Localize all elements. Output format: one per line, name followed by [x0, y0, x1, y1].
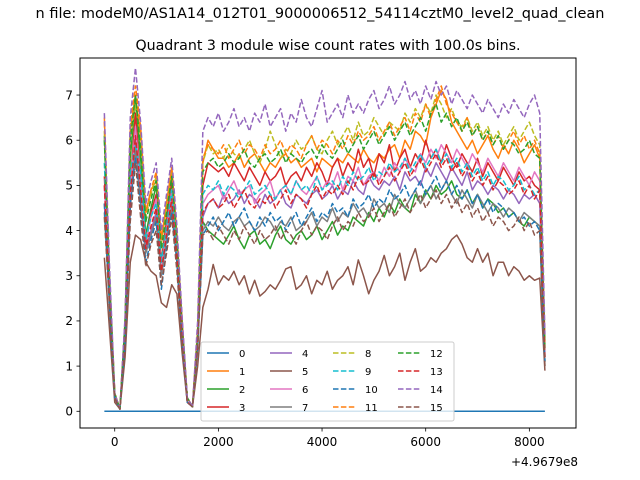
legend-entry-7: 7	[270, 403, 308, 414]
series-line-8	[103, 94, 546, 410]
x-tick-label: 0	[111, 435, 119, 449]
legend-label: 9	[365, 367, 371, 378]
y-tick-label: 0	[65, 405, 73, 419]
series-line-14	[103, 67, 546, 410]
legend-label: 2	[239, 385, 245, 396]
legend-entry-12: 12	[398, 349, 443, 360]
plot-area	[79, 57, 577, 429]
chart-title: Quadrant 3 module wise count rates with …	[135, 38, 520, 54]
legend-label: 13	[430, 367, 443, 378]
legend-entry-11: 11	[333, 403, 378, 414]
series-line-13	[103, 134, 546, 410]
y-tick-label: 4	[65, 224, 73, 238]
legend-entry-10: 10	[333, 385, 378, 396]
y-tick-label: 2	[65, 314, 73, 328]
legend-entry-8: 8	[333, 349, 371, 360]
y-tick-label: 7	[65, 88, 73, 102]
legend-label: 11	[365, 403, 378, 414]
legend-entry-2: 2	[207, 385, 245, 396]
legend-label: 7	[302, 403, 308, 414]
legend-entry-6: 6	[270, 385, 308, 396]
x-tick-label: 4000	[307, 435, 338, 449]
legend-entry-13: 13	[398, 367, 443, 378]
figure-suptitle: n file: modeM0/AS1A14_012T01_9000006512_…	[36, 6, 605, 22]
y-tick-label: 6	[65, 134, 73, 148]
series-line-10	[103, 157, 546, 410]
legend-label: 10	[365, 385, 378, 396]
legend-entry-9: 9	[333, 367, 371, 378]
legend-label: 12	[430, 349, 443, 360]
legend-entry-4: 4	[270, 349, 308, 360]
legend-entry-1: 1	[207, 367, 245, 378]
legend-entry-0: 0	[207, 349, 245, 360]
legend-label: 5	[302, 367, 308, 378]
x-tick-label: 8000	[514, 435, 545, 449]
legend-label: 6	[302, 385, 308, 396]
legend-label: 8	[365, 349, 371, 360]
legend-label: 14	[430, 385, 443, 396]
series-line-15	[103, 162, 546, 410]
y-tick-label: 1	[65, 359, 73, 373]
legend-entry-15: 15	[398, 403, 443, 414]
axes-frame	[79, 57, 577, 429]
x-axis-ticks: 0 2000 4000 6000 8000	[111, 428, 545, 449]
y-tick-label: 3	[65, 269, 73, 283]
x-tick-label: 2000	[203, 435, 234, 449]
y-axis-ticks: 0 1 2 3 4 5 6 7	[65, 88, 80, 419]
legend-entry-5: 5	[270, 367, 308, 378]
legend-label: 4	[302, 349, 308, 360]
legend-box	[200, 341, 455, 422]
legend-entry-3: 3	[207, 403, 245, 414]
series-line-5	[103, 234, 546, 410]
legend-label: 3	[239, 403, 245, 414]
legend-label: 15	[430, 403, 443, 414]
legend-entry-14: 14	[398, 385, 443, 396]
legend-label: 0	[239, 349, 245, 360]
x-axis-offset-label: +4.9679e8	[511, 455, 578, 469]
legend-label: 1	[239, 367, 245, 378]
y-tick-label: 5	[65, 179, 73, 193]
series-layer	[103, 67, 546, 413]
x-tick-label: 6000	[410, 435, 441, 449]
